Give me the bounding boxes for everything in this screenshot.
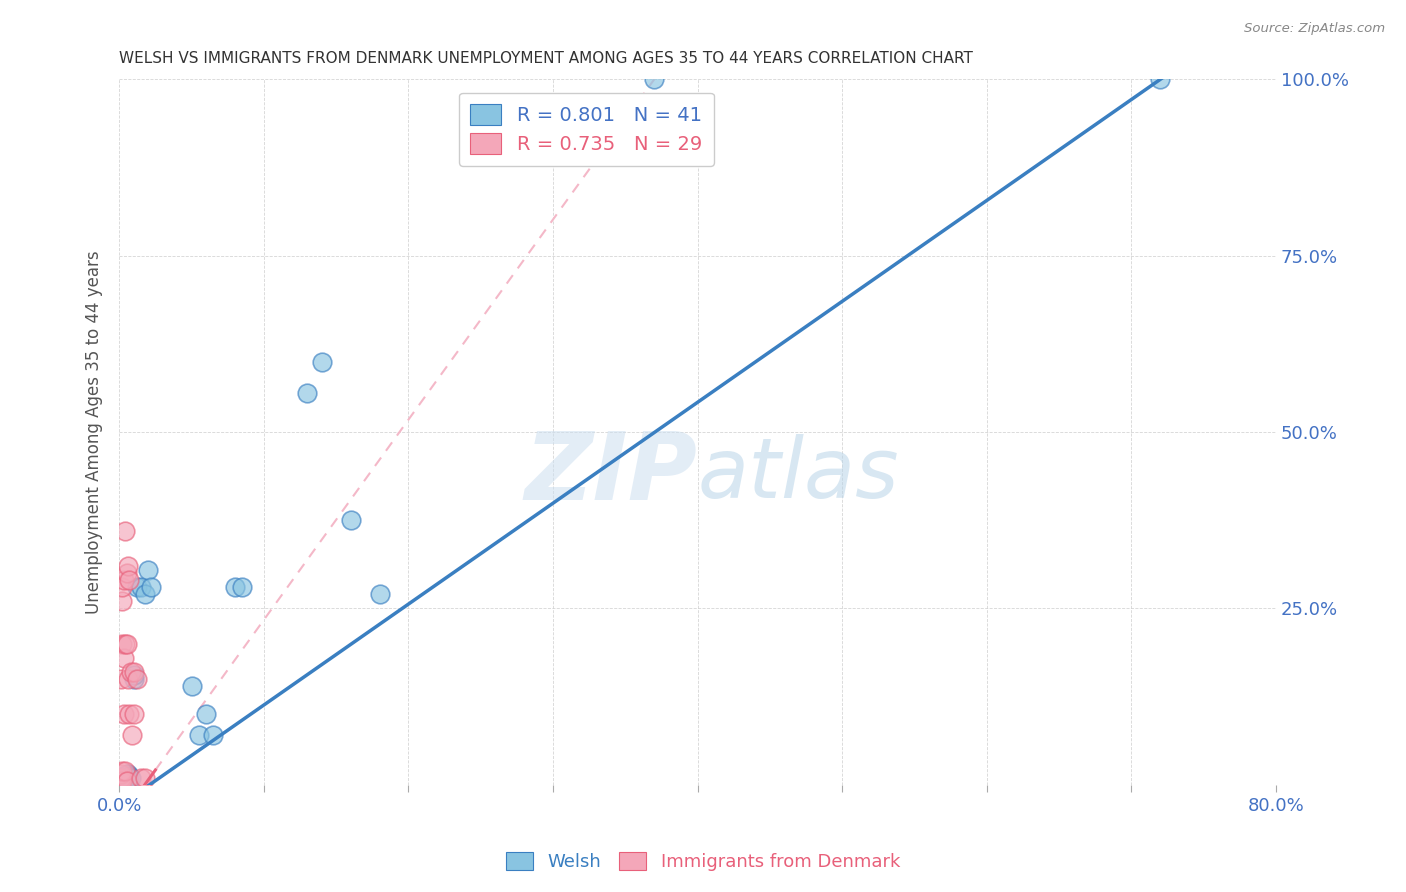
Point	[112, 774, 135, 789]
Point	[115, 566, 138, 581]
Legend: Welsh, Immigrants from Denmark: Welsh, Immigrants from Denmark	[499, 845, 907, 879]
Point	[111, 580, 134, 594]
Point	[111, 594, 134, 608]
Point	[117, 771, 139, 785]
Point	[111, 774, 134, 789]
Point	[136, 563, 159, 577]
Point	[111, 637, 134, 651]
Point	[368, 587, 391, 601]
Point	[139, 580, 162, 594]
Point	[122, 665, 145, 679]
Point	[111, 774, 134, 789]
Point	[114, 524, 136, 538]
Point	[122, 672, 145, 686]
Point	[122, 707, 145, 722]
Point	[202, 728, 225, 742]
Point	[117, 672, 139, 686]
Point	[112, 650, 135, 665]
Point	[1149, 72, 1171, 87]
Point	[115, 767, 138, 781]
Point	[134, 587, 156, 601]
Point	[224, 580, 246, 594]
Point	[112, 769, 135, 783]
Point	[187, 728, 209, 742]
Point	[114, 772, 136, 786]
Point	[117, 559, 139, 574]
Point	[118, 707, 141, 722]
Point	[195, 707, 218, 722]
Text: ZIP: ZIP	[524, 428, 697, 520]
Point	[110, 774, 132, 789]
Point	[114, 774, 136, 789]
Point	[125, 672, 148, 686]
Point	[115, 772, 138, 786]
Point	[115, 774, 138, 789]
Point	[110, 767, 132, 781]
Point	[112, 707, 135, 722]
Point	[114, 764, 136, 778]
Point	[122, 668, 145, 682]
Point	[112, 573, 135, 587]
Point	[180, 679, 202, 693]
Text: Source: ZipAtlas.com: Source: ZipAtlas.com	[1244, 22, 1385, 36]
Point	[118, 769, 141, 783]
Point	[297, 386, 319, 401]
Legend: R = 0.801   N = 41, R = 0.735   N = 29: R = 0.801 N = 41, R = 0.735 N = 29	[458, 93, 714, 166]
Point	[129, 580, 152, 594]
Point	[118, 772, 141, 786]
Y-axis label: Unemployment Among Ages 35 to 44 years: Unemployment Among Ages 35 to 44 years	[86, 251, 103, 614]
Point	[115, 771, 138, 785]
Point	[112, 771, 135, 785]
Point	[114, 637, 136, 651]
Point	[643, 72, 665, 87]
Point	[117, 773, 139, 788]
Point	[120, 665, 142, 679]
Point	[114, 769, 136, 783]
Text: WELSH VS IMMIGRANTS FROM DENMARK UNEMPLOYMENT AMONG AGES 35 TO 44 YEARS CORRELAT: WELSH VS IMMIGRANTS FROM DENMARK UNEMPLO…	[120, 51, 973, 66]
Point	[110, 672, 132, 686]
Point	[125, 580, 148, 594]
Point	[231, 580, 253, 594]
Point	[339, 513, 361, 527]
Point	[111, 772, 134, 786]
Point	[117, 767, 139, 781]
Point	[111, 764, 134, 778]
Point	[129, 771, 152, 785]
Point	[121, 728, 143, 742]
Point	[112, 773, 135, 788]
Point	[112, 772, 135, 786]
Point	[111, 771, 134, 785]
Point	[134, 771, 156, 785]
Point	[115, 774, 138, 789]
Point	[111, 774, 134, 789]
Text: atlas: atlas	[697, 434, 900, 515]
Point	[311, 354, 333, 368]
Point	[118, 573, 141, 587]
Point	[110, 771, 132, 785]
Point	[120, 771, 142, 785]
Point	[115, 637, 138, 651]
